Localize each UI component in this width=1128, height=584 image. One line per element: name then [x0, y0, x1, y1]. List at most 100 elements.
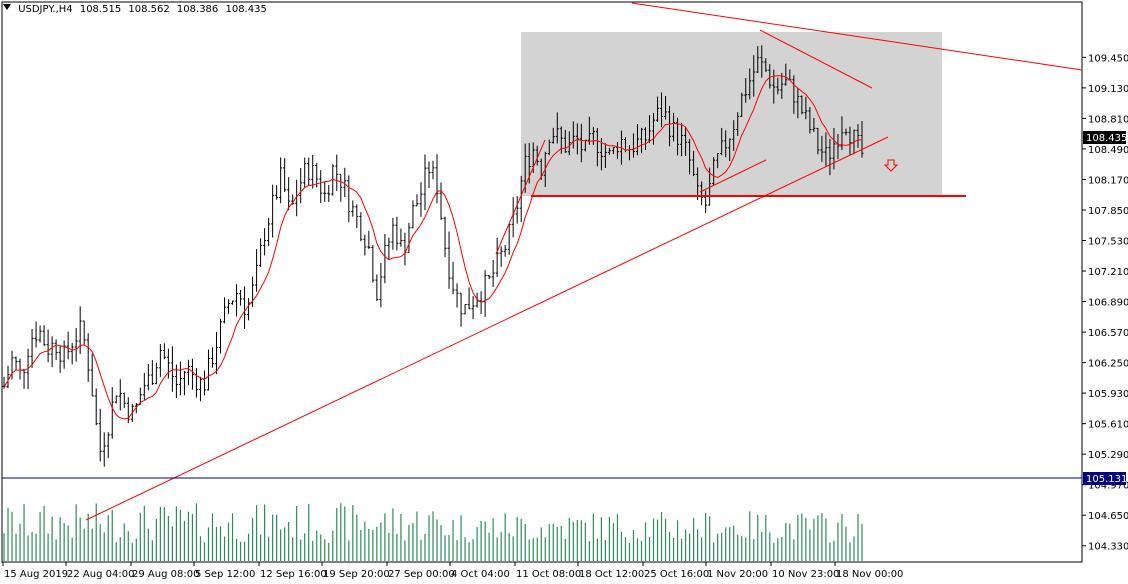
candle	[146, 364, 150, 391]
rally-line[interactable]	[495, 139, 546, 255]
candle	[34, 321, 38, 348]
candle	[664, 95, 668, 120]
dropdown-triangle-icon[interactable]	[3, 4, 11, 10]
time-label: 18 Nov 00:00	[836, 569, 903, 580]
candle	[166, 348, 170, 379]
candle	[736, 112, 740, 136]
time-label: 1 Nov 20:00	[707, 569, 768, 580]
time-label: 15 Aug 2019	[4, 569, 68, 580]
down-arrow-icon	[883, 159, 899, 172]
candle	[559, 126, 563, 154]
candle	[319, 170, 323, 203]
candle	[732, 120, 736, 151]
candle	[359, 212, 363, 242]
candle	[307, 157, 311, 186]
candle	[387, 237, 391, 259]
candle	[720, 127, 724, 156]
candle	[639, 127, 643, 154]
time-label: 4 Oct 04:00	[451, 569, 510, 580]
low-price: 108.386	[176, 4, 219, 15]
candle	[748, 68, 752, 100]
candle	[379, 262, 383, 308]
candle	[182, 370, 186, 396]
candle	[86, 333, 90, 382]
candle	[495, 237, 499, 277]
candle	[50, 336, 54, 368]
candle	[660, 92, 664, 128]
candle	[158, 344, 162, 378]
price-label: 108.490	[1088, 145, 1128, 156]
candle	[303, 157, 307, 188]
candle	[235, 284, 239, 317]
high-price: 108.562	[128, 4, 170, 15]
candle	[431, 160, 435, 180]
time-label: 11 Oct 08:00	[516, 569, 581, 580]
candle	[239, 289, 243, 306]
candle	[776, 77, 780, 95]
candle	[70, 342, 74, 365]
price-label: 104.970	[1088, 481, 1128, 492]
candle	[30, 328, 34, 368]
symbol-label: USDJPY.,H4	[18, 4, 73, 15]
candle	[439, 182, 443, 220]
candle	[752, 55, 756, 97]
price-label: 109.130	[1088, 84, 1128, 95]
candle	[46, 329, 50, 363]
candle	[643, 127, 647, 150]
candle	[114, 395, 118, 404]
candle	[816, 127, 820, 155]
candle	[62, 340, 66, 369]
candle	[154, 362, 158, 385]
candle	[371, 244, 375, 283]
candle	[102, 432, 106, 467]
candle	[206, 349, 210, 391]
candle	[760, 45, 764, 78]
candle	[447, 231, 451, 289]
close-price: 108.435	[225, 4, 267, 15]
candle	[223, 297, 227, 324]
candle	[828, 138, 832, 176]
price-label: 106.570	[1088, 328, 1128, 339]
svg-text:108.435: 108.435	[1086, 133, 1127, 144]
candle	[323, 181, 327, 202]
candle	[487, 274, 491, 280]
candle	[267, 217, 271, 247]
current-price-tag: 108.435	[1083, 131, 1127, 144]
uptrend-line[interactable]	[85, 136, 889, 521]
candle	[94, 388, 98, 426]
candle	[712, 157, 716, 186]
candle	[90, 353, 94, 397]
candle	[247, 298, 251, 321]
candle	[66, 331, 70, 360]
open-price: 108.515	[79, 4, 122, 15]
candle	[118, 379, 122, 411]
candle	[515, 196, 519, 224]
candle	[259, 238, 263, 267]
candle	[287, 177, 291, 211]
price-label: 108.170	[1088, 175, 1128, 186]
candle	[583, 139, 587, 152]
candle	[547, 139, 551, 156]
candle	[419, 182, 423, 217]
candle	[162, 343, 166, 360]
wedge-upper-line[interactable]	[759, 29, 873, 89]
wedge-lower-line[interactable]	[699, 159, 767, 193]
time-label: 19 Sep 20:00	[323, 569, 390, 580]
candle	[427, 161, 431, 189]
candle	[812, 117, 816, 133]
candlesticks	[2, 45, 864, 467]
time-label: 5 Sep 12:00	[195, 569, 255, 580]
candle	[150, 359, 154, 386]
candle	[499, 246, 503, 267]
candle	[399, 228, 403, 247]
candle	[756, 46, 760, 74]
candle	[178, 361, 182, 396]
candle	[463, 304, 467, 315]
candle	[507, 223, 511, 255]
candle	[744, 78, 748, 103]
price-axis-labels: 109.450 109.130 108.810 108.490 108.170 107.8…	[1082, 53, 1128, 553]
downtrend-line[interactable]	[631, 2, 1083, 71]
candle	[780, 72, 784, 99]
